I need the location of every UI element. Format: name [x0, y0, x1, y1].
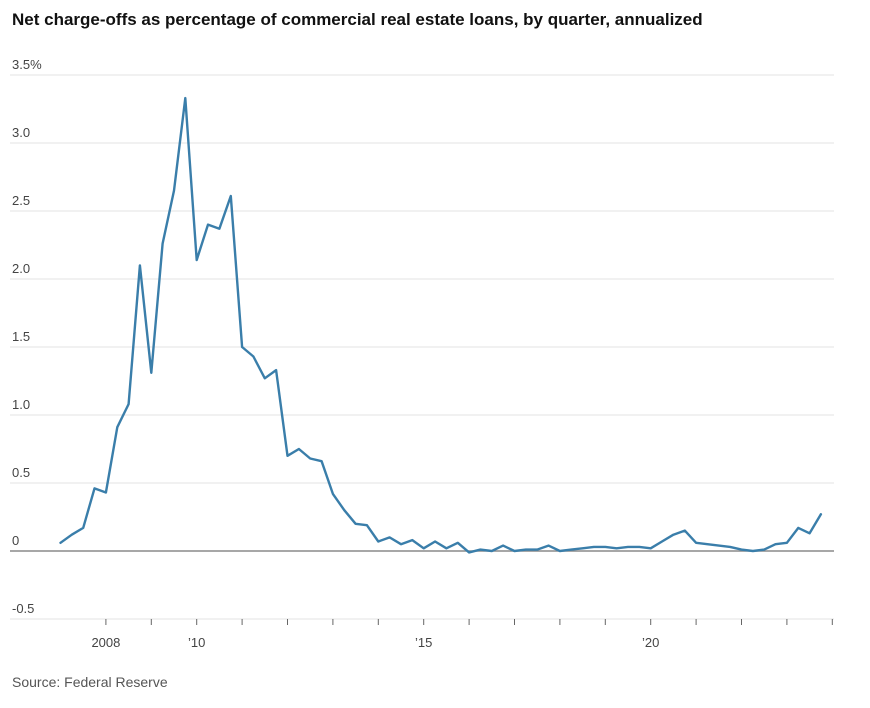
gridlines	[10, 74, 834, 620]
y-tick-label: 2.0	[12, 261, 30, 276]
y-tick-label: 3.5%	[12, 57, 42, 72]
chart-title: Net charge-offs as percentage of commerc…	[12, 10, 703, 29]
y-tick-label: 0.5	[12, 465, 30, 480]
x-tick-label: ’10	[188, 635, 205, 650]
y-tick-label: 1.5	[12, 329, 30, 344]
source-note: Source: Federal Reserve	[12, 674, 168, 690]
x-axis-labels: 2008 ’10 ’15 ’20	[91, 635, 659, 650]
y-tick-label: -0.5	[12, 601, 34, 616]
y-tick-label: 3.0	[12, 125, 30, 140]
y-tick-label: 2.5	[12, 193, 30, 208]
data-series	[59, 96, 823, 554]
x-axis-ticks	[105, 619, 833, 625]
y-tick-label: 1.0	[12, 397, 30, 412]
y-axis-labels: 3.5% 3.0 2.5 2.0 1.5 1.0 0.5 0 -0.5	[12, 57, 42, 616]
x-tick-label: 2008	[91, 635, 120, 650]
x-tick-label: ’15	[415, 635, 432, 650]
series-line	[59, 96, 823, 554]
x-tick-label: ’20	[642, 635, 659, 650]
y-tick-label: 0	[12, 533, 19, 548]
